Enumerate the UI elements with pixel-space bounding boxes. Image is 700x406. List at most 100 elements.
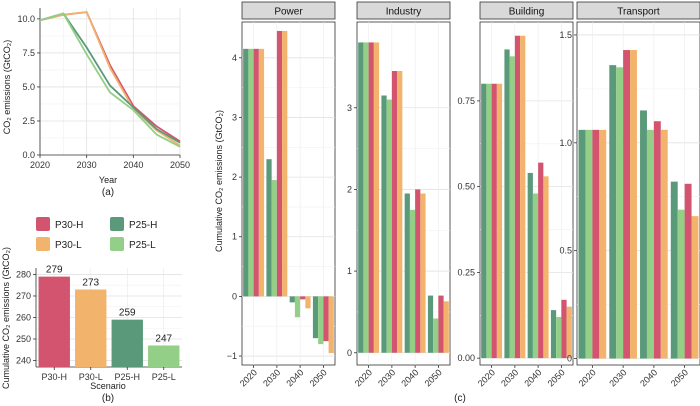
bar-transport-2030-p25-l <box>616 67 624 359</box>
facet-y-tick-label: 2 <box>232 172 237 182</box>
facet-y-tick-label: 3 <box>232 112 237 122</box>
bar-transport-2020-p25-l <box>585 129 593 359</box>
bar-building-2020-p30-h <box>491 83 497 359</box>
bar-building-2030-p25-h <box>504 49 510 359</box>
bar-industry-2030-p25-h <box>381 95 387 353</box>
bar-transport-2050-p30-h <box>684 183 692 359</box>
bar-power-2040-p30-h <box>300 296 306 300</box>
bar-building-2030-p30-l <box>520 35 526 359</box>
bar-power-2020-p30-h <box>253 48 259 297</box>
bar-building-2030-p30-h <box>514 35 521 359</box>
bar-transport-2030-p30-l <box>630 50 637 359</box>
legend-swatch-p30-l <box>36 237 50 251</box>
bar-value-label: 273 <box>82 278 99 289</box>
panel-b-y-tick-label: 250 <box>16 334 31 344</box>
panel-a-ylabel: CO₂ emissions (GtCO₂) <box>2 40 12 135</box>
bar-power-2050-p25-h <box>312 296 319 339</box>
bar-transport-2050-p30-l <box>691 216 699 359</box>
bar-transport-2050-p25-l <box>677 209 685 359</box>
panel-b-y-tick-label: 280 <box>16 269 31 279</box>
bar-power-2020-p25-h <box>243 48 249 297</box>
legend-swatch-p25-h <box>110 217 124 231</box>
bar-transport-2040-p25-l <box>646 129 654 359</box>
bar-transport-2030-p30-h <box>623 50 631 359</box>
panel-a-x-tick-label: 2040 <box>123 160 143 170</box>
panel-b-ylabel: Cumulative CO₂ emissions (GtCO₂) <box>1 247 11 389</box>
series-line-p25-l <box>39 12 181 148</box>
facet-title: Building <box>509 7 545 18</box>
panel-b-y-tick-label: 270 <box>16 291 31 301</box>
bar-industry-2050-p25-h <box>427 295 434 353</box>
panel-b-tick-labels: P30-H P30-L P25-H P25-L 240 250 260 270 280 <box>16 269 176 382</box>
bar-industry-2020-p25-h <box>358 42 364 353</box>
panel-a-y-tick-label: 10.0 <box>17 14 35 24</box>
facet-y-tick-label: 1.5 <box>559 30 572 40</box>
bar-building-2050-p30-h <box>561 299 567 359</box>
bar-building-2020-p30-l <box>496 83 503 359</box>
faceted-bar-chart-panel-c: Cumulative CO₂ emissions (GtCO₂) Power −1… <box>214 1 700 404</box>
bar-industry-2050-p30-h <box>438 295 444 353</box>
facet-strip <box>479 1 574 20</box>
bar-value-label: 259 <box>119 308 136 319</box>
panel-a-y-tick-label: 0.0 <box>22 150 35 160</box>
panel-a-tag: (a) <box>102 187 114 198</box>
bar-p25-h <box>111 319 143 367</box>
legend-label-p25-h: P25-H <box>129 220 157 231</box>
legend-label-p30-h: P30-H <box>55 220 83 231</box>
bar-chart-panel-b: 279 273 259 247 P30-H P30-L P25-H P25-L 240 250 2… <box>1 247 182 404</box>
bar-building-2050-p25-h <box>550 310 557 359</box>
facet-y-tick-label: 0.00 <box>457 353 475 363</box>
bar-transport-2040-p25-h <box>640 110 647 359</box>
scenario-legend: P30-H P25-H P30-L P25-L <box>36 217 157 251</box>
facet-y-tick-label: 0.75 <box>457 96 475 106</box>
bar-power-2020-p25-l <box>248 48 254 297</box>
bar-transport-2040-p30-h <box>653 121 661 359</box>
bar-industry-2040-p30-h <box>415 189 421 353</box>
bar-industry-2040-p25-l <box>409 209 416 353</box>
bar-power-2030-p25-h <box>266 159 272 297</box>
panel-a-xlabel: Year <box>99 175 117 185</box>
panel-b-y-tick-label: 260 <box>16 313 31 323</box>
bar-p30-h <box>38 276 70 367</box>
bar-building-2050-p30-l <box>566 306 572 359</box>
bar-industry-2050-p30-l <box>443 301 449 353</box>
bar-power-2030-p30-h <box>276 30 283 297</box>
facet-title: Power <box>274 7 303 18</box>
panel-c-tag: (c) <box>454 393 466 404</box>
facet-y-tick-label: 0 <box>347 348 352 358</box>
bar-transport-2020-p30-h <box>592 129 600 359</box>
bar-industry-2020-p30-l <box>373 42 380 353</box>
bar-building-2040-p25-l <box>532 193 539 359</box>
bar-building-2040-p30-h <box>538 162 544 359</box>
facet-y-tick-label: 3 <box>347 103 352 113</box>
bar-building-2040-p25-h <box>527 172 533 359</box>
bar-industry-2020-p25-l <box>363 42 369 353</box>
bar-transport-2020-p25-h <box>578 129 586 359</box>
facet-y-tick-label: 0.5 <box>559 246 572 256</box>
bar-power-2030-p25-l <box>271 180 277 297</box>
bar-industry-2030-p30-h <box>391 71 398 353</box>
panel-b-x-tick-label: P25-L <box>152 372 176 382</box>
panel-a-y-tick-label: 5.0 <box>22 82 35 92</box>
bar-transport-2050-p25-h <box>670 181 678 359</box>
bar-building-2020-p25-h <box>481 83 487 359</box>
panel-b-x-tick-label: P25-H <box>114 372 140 382</box>
panel-a-x-tick-label: 2020 <box>30 160 50 170</box>
bar-industry-2030-p25-l <box>386 99 392 353</box>
panel-b-tag: (b) <box>102 393 114 404</box>
bar-power-2050-p30-h <box>323 296 329 342</box>
legend-swatch-p30-h <box>36 217 50 231</box>
facet-y-tick-label: 2 <box>347 184 352 194</box>
facet-y-tick-label: −1 <box>227 351 237 361</box>
facet-strip <box>241 1 336 20</box>
panel-a-series-lines <box>39 11 181 148</box>
legend-swatch-p25-l <box>110 237 124 251</box>
bar-industry-2050-p25-l <box>433 318 439 353</box>
bar-value-label: 279 <box>46 265 63 276</box>
